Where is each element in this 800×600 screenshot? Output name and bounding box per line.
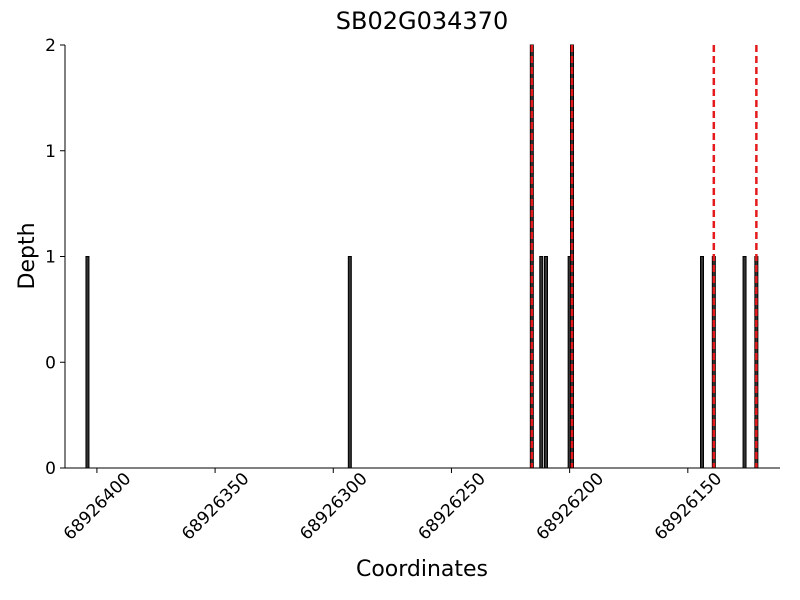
y-tick-label: 0 (45, 459, 56, 479)
bar (544, 256, 548, 469)
x-axis-label: Coordinates (356, 557, 488, 582)
y-axis-label: Depth (15, 222, 40, 289)
y-tick-label: 2 (45, 36, 56, 56)
x-tick-label: 68926150 (651, 469, 726, 544)
x-tick-label: 68926200 (533, 469, 608, 544)
bar (700, 256, 704, 469)
chart-title: SB02G034370 (336, 7, 508, 35)
x-tick-label: 68926400 (60, 469, 135, 544)
x-tick-label: 68926250 (414, 469, 489, 544)
bar (742, 256, 747, 469)
bar (347, 256, 352, 469)
y-tick-label: 1 (45, 142, 56, 162)
x-tick-label: 68926300 (296, 469, 371, 544)
y-tick-label: 1 (45, 248, 56, 268)
bar (539, 256, 544, 469)
y-tick-label: 0 (45, 353, 56, 373)
x-tick-label: 68926350 (178, 469, 253, 544)
bar (85, 256, 90, 469)
